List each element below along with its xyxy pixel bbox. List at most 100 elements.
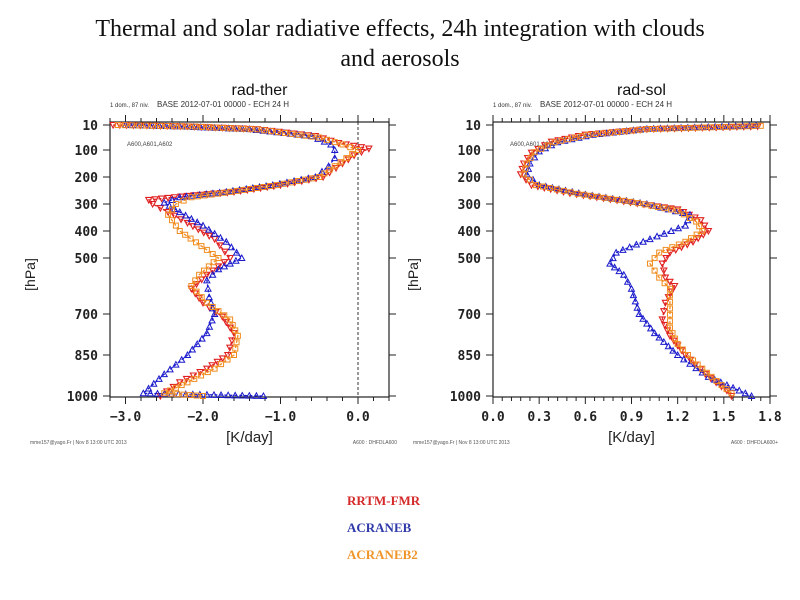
page-title-line1: Thermal and solar radiative effects, 24h… xyxy=(95,16,705,42)
data-point xyxy=(526,159,534,167)
data-point xyxy=(610,263,619,271)
page-title-line2: and aerosols xyxy=(340,46,460,72)
data-point xyxy=(199,123,206,130)
data-point xyxy=(172,384,179,391)
data-point xyxy=(274,129,281,136)
data-point xyxy=(320,137,329,145)
data-point xyxy=(339,141,346,148)
data-point xyxy=(175,208,184,216)
data-point xyxy=(201,192,208,199)
data-point xyxy=(686,359,694,367)
data-point xyxy=(729,123,736,130)
data-point xyxy=(135,122,142,129)
data-point xyxy=(215,308,222,315)
data-point xyxy=(347,144,354,151)
data-point xyxy=(627,284,636,292)
data-point xyxy=(238,391,247,399)
data-point xyxy=(669,244,676,251)
data-point xyxy=(167,387,174,394)
data-point xyxy=(121,122,128,129)
data-point xyxy=(171,123,178,130)
data-point xyxy=(203,246,210,253)
series-acraneb xyxy=(523,121,760,399)
data-point xyxy=(661,205,668,212)
data-point xyxy=(655,333,664,341)
data-point xyxy=(688,235,695,242)
data-point xyxy=(660,229,668,237)
data-point xyxy=(203,276,211,284)
data-point xyxy=(309,175,316,182)
data-point xyxy=(144,196,153,205)
data-point xyxy=(209,250,216,257)
data-point xyxy=(612,248,620,256)
data-point xyxy=(180,197,187,204)
data-point xyxy=(218,313,227,321)
x-tick-label: −3.0 xyxy=(110,410,141,425)
data-point xyxy=(666,292,673,299)
data-point xyxy=(736,123,743,130)
data-point xyxy=(699,228,706,234)
data-point xyxy=(233,125,240,132)
data-point xyxy=(646,324,655,332)
data-point xyxy=(635,200,642,207)
data-point xyxy=(661,280,668,287)
data-point xyxy=(188,283,195,289)
data-point xyxy=(665,125,672,132)
data-point xyxy=(316,134,323,141)
data-point xyxy=(165,211,172,218)
data-point xyxy=(324,162,333,170)
data-point xyxy=(200,393,206,399)
data-point xyxy=(670,282,679,291)
data-point xyxy=(560,136,569,144)
data-point xyxy=(659,308,668,316)
y-tick-label: 100 xyxy=(458,144,482,159)
data-point xyxy=(646,235,654,243)
data-point xyxy=(169,217,175,224)
data-point xyxy=(585,131,592,138)
data-point xyxy=(221,312,228,319)
data-point xyxy=(660,321,669,330)
data-point xyxy=(324,136,330,143)
data-point xyxy=(653,232,661,240)
legend-item-acraneb2: ACRANEB2 xyxy=(347,547,418,562)
data-point xyxy=(204,369,211,376)
x-tick-label: 0.0 xyxy=(346,410,370,425)
data-point xyxy=(228,337,236,345)
chart-subtitle-left: 1 dom., 87 niv. xyxy=(110,103,149,109)
data-point xyxy=(686,210,694,218)
data-point xyxy=(682,238,689,245)
data-point xyxy=(330,154,339,162)
y-tick-label: 400 xyxy=(75,225,99,240)
data-point xyxy=(172,201,179,207)
data-point xyxy=(114,122,121,128)
data-point xyxy=(193,392,200,399)
data-point xyxy=(153,389,162,397)
data-point xyxy=(641,201,648,208)
data-point xyxy=(601,194,608,201)
chart-subtitle-center: BASE 2012-07-01 00000 - ECH 24 H xyxy=(157,100,289,109)
inner-label: A600,A601,A602 xyxy=(510,142,556,148)
y-tick-label: 400 xyxy=(458,225,482,240)
data-point xyxy=(648,202,655,209)
data-point xyxy=(222,237,231,245)
data-point xyxy=(330,145,339,153)
data-point xyxy=(148,200,157,209)
data-point xyxy=(592,131,599,138)
data-point xyxy=(214,190,221,197)
y-tick-label: 10 xyxy=(82,119,98,134)
data-point xyxy=(690,357,697,364)
data-point xyxy=(692,364,700,372)
y-tick-label: 500 xyxy=(458,252,482,267)
data-point xyxy=(231,352,237,358)
data-point xyxy=(219,124,226,131)
data-point xyxy=(686,214,693,221)
data-point xyxy=(208,362,217,370)
data-point xyxy=(203,329,211,337)
x-tick-label: 1.5 xyxy=(712,410,735,425)
data-point xyxy=(571,134,578,141)
data-point xyxy=(226,125,233,132)
data-point xyxy=(192,277,199,284)
x-tick-label: −1.0 xyxy=(265,410,296,425)
x-tick-label: 1.8 xyxy=(758,410,782,425)
